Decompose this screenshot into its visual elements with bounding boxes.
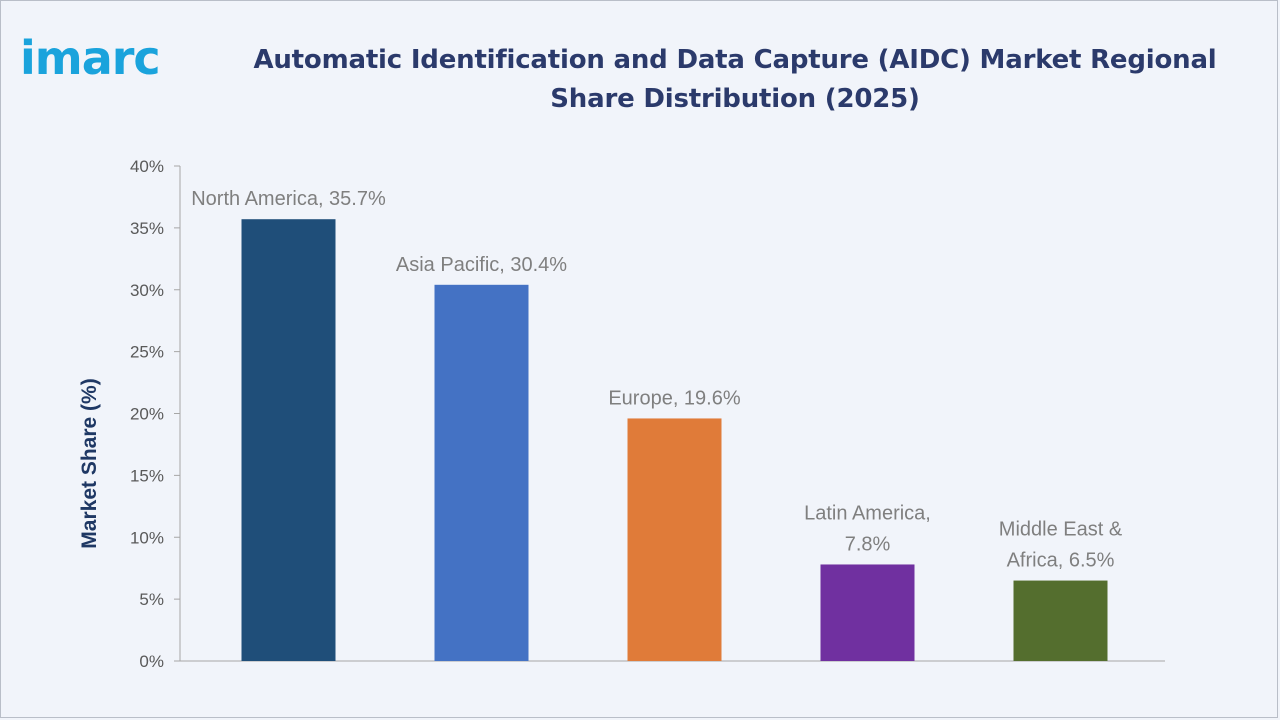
bar-middle-east-africa — [1013, 580, 1108, 661]
y-axis-title: Market Share (%) — [78, 378, 101, 548]
data-label: Middle East & — [999, 519, 1123, 541]
y-tick-label: 5% — [139, 590, 164, 609]
bar-europe — [627, 418, 722, 661]
bar-asia-pacific — [434, 284, 529, 661]
bar-north-america — [241, 219, 336, 661]
data-label: 7.8% — [845, 533, 891, 555]
data-label: Europe, 19.6% — [608, 387, 741, 409]
chart-title: Automatic Identification and Data Captur… — [253, 45, 1217, 114]
bar-latin-america — [820, 564, 915, 661]
data-label: Asia Pacific, 30.4% — [396, 254, 567, 276]
y-tick-label: 10% — [130, 528, 164, 547]
y-tick-label: 35% — [130, 219, 164, 238]
imarc-logo: imarc — [20, 31, 161, 85]
data-label: Africa, 6.5% — [1007, 550, 1115, 572]
svg-text:imarc: imarc — [20, 31, 160, 85]
y-tick-label: 40% — [130, 157, 164, 176]
y-tick-label: 20% — [130, 405, 164, 424]
y-tick-label: 30% — [130, 281, 164, 300]
data-label: Latin America, — [804, 502, 931, 524]
y-tick-label: 25% — [130, 343, 164, 362]
y-tick-label: 15% — [130, 466, 164, 485]
data-label: North America, 35.7% — [191, 188, 386, 210]
y-tick-label: 0% — [139, 652, 164, 671]
